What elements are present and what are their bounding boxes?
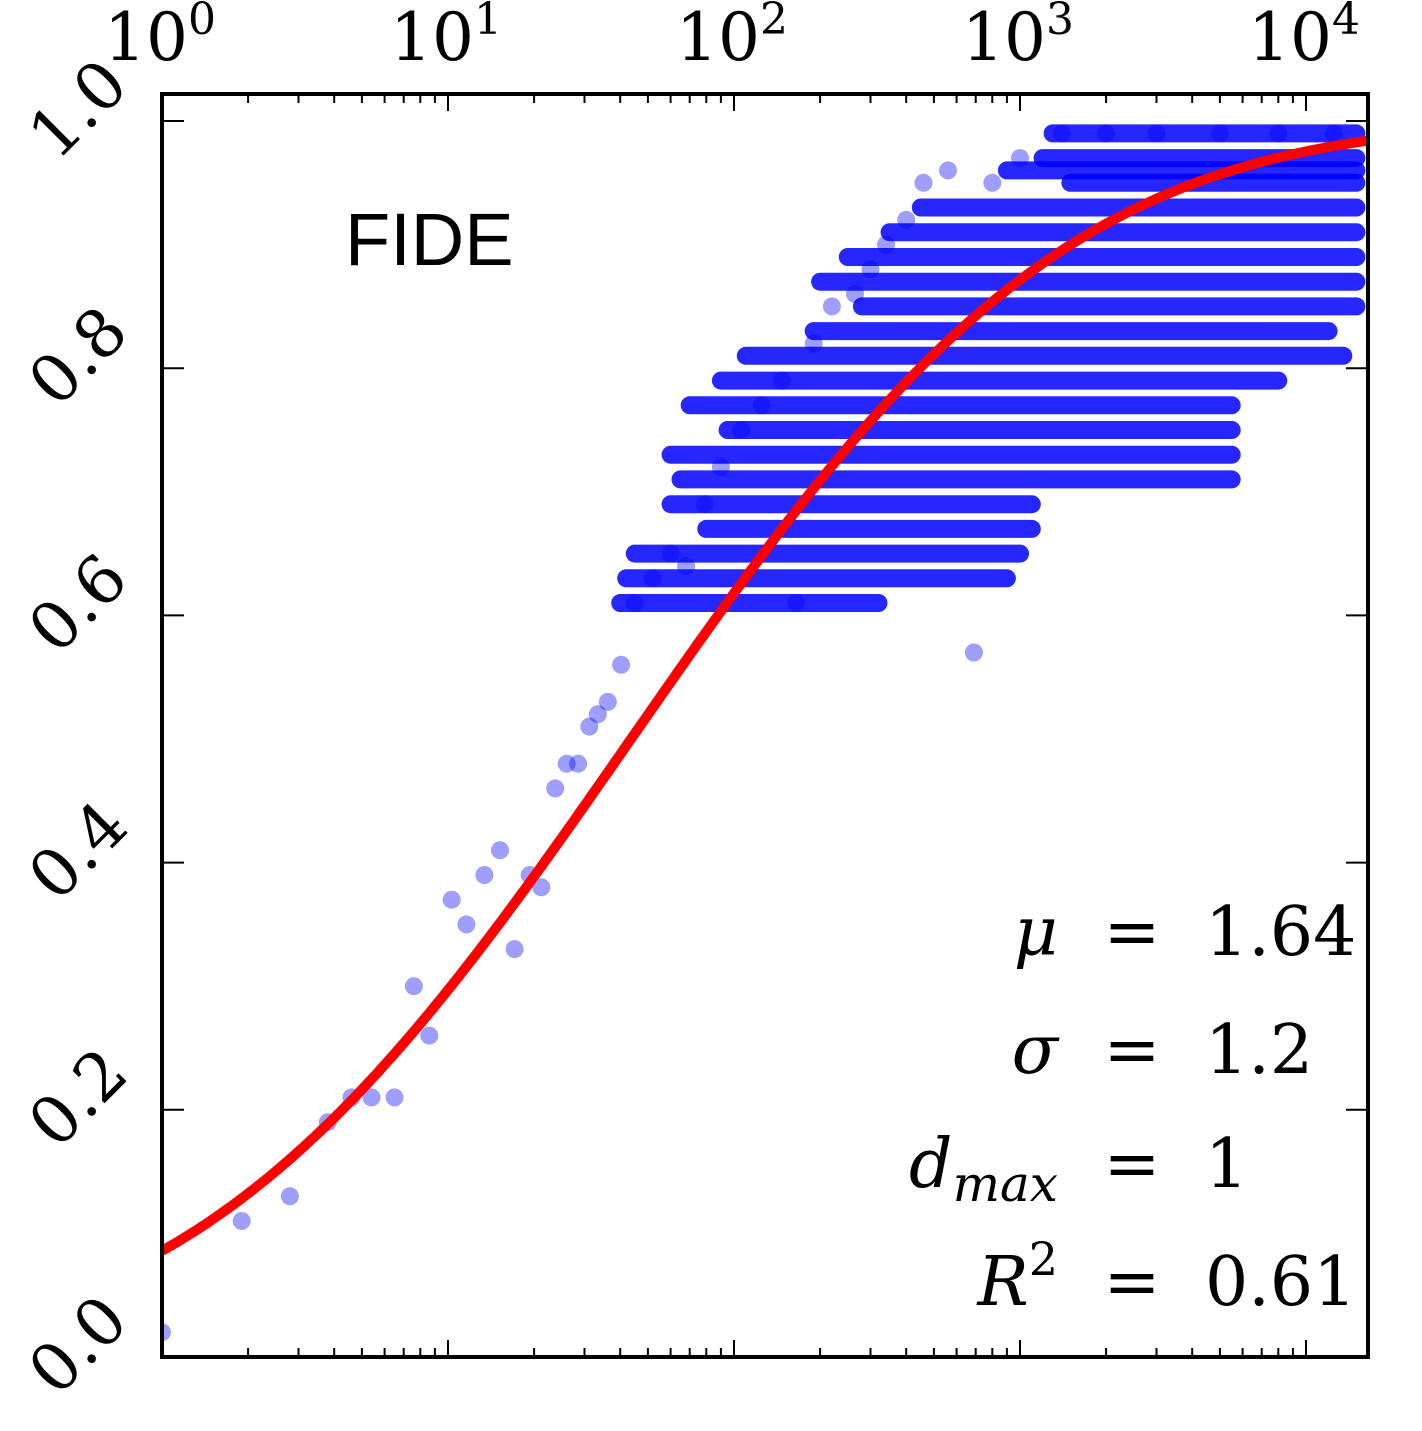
y-tick-labels: 0.00.20.40.60.81.0 <box>14 45 143 1410</box>
scatter-point <box>475 866 494 884</box>
panel-annotation: FIDE <box>345 198 514 281</box>
scatter-point <box>964 643 983 662</box>
y-tick-label: 0.6 <box>14 539 143 668</box>
stat-name: μ <box>1014 893 1058 972</box>
stat-equals: = <box>1104 1243 1161 1322</box>
scatter-point <box>420 1026 439 1045</box>
stat-value: 0.61 <box>1205 1243 1356 1322</box>
y-tick-label: 0.0 <box>14 1281 143 1410</box>
stat-value: 1.64 <box>1205 893 1356 972</box>
x-tick-label: 104 <box>1248 0 1360 76</box>
scatter-point <box>505 940 524 959</box>
scatter-point <box>442 890 461 909</box>
scatter-point <box>491 841 509 860</box>
scatter-point <box>822 297 841 316</box>
scatter-point <box>939 161 957 180</box>
scatter-point <box>232 1212 251 1230</box>
x-tick-label: 101 <box>390 0 502 76</box>
stat-name: σ <box>1012 1011 1060 1090</box>
scatter-point <box>612 655 631 674</box>
scatter-point <box>457 915 476 934</box>
scatter-point <box>385 1088 404 1107</box>
stat-value: 1 <box>1205 1125 1248 1204</box>
scatter-point <box>588 705 607 724</box>
y-tick-label: 0.2 <box>14 1034 143 1163</box>
scatter-point <box>162 1323 171 1342</box>
scatter-point <box>914 173 933 192</box>
fit-curve-group <box>162 135 1368 1256</box>
fit-statistics: μ = 1.64 σ = 1.2 dmax = 1 R2 = 0.61 <box>909 893 1356 1322</box>
axis-ticks <box>161 94 1368 1358</box>
scatter-point <box>580 717 599 736</box>
stat-equals: = <box>1104 1125 1161 1204</box>
stat-name: R2 <box>976 1232 1058 1322</box>
fit-curve <box>162 135 1368 1256</box>
stat-equals: = <box>1104 893 1161 972</box>
scatter-point <box>280 1187 299 1206</box>
scatter-point <box>569 754 588 773</box>
scatter-point <box>598 692 617 711</box>
scatter-point <box>404 977 423 996</box>
scatter-point <box>362 1088 381 1107</box>
scatter-points <box>162 124 1366 1342</box>
x-tick-label: 103 <box>962 0 1074 76</box>
stat-value: 1.2 <box>1205 1011 1313 1090</box>
y-tick-label: 0.8 <box>14 292 143 421</box>
x-tick-labels: 100 101 102 103 104 <box>104 0 1360 76</box>
plot-frame <box>160 92 1370 1359</box>
scatter-point <box>532 878 551 897</box>
scatter-point <box>546 779 565 798</box>
y-tick-label: 0.4 <box>14 786 143 915</box>
stat-name: dmax <box>909 1125 1058 1213</box>
stat-equals: = <box>1104 1011 1161 1090</box>
x-tick-label: 100 <box>104 0 216 76</box>
scatter-point <box>557 754 576 773</box>
x-tick-label: 102 <box>676 0 788 76</box>
scatter-point <box>983 173 1002 192</box>
